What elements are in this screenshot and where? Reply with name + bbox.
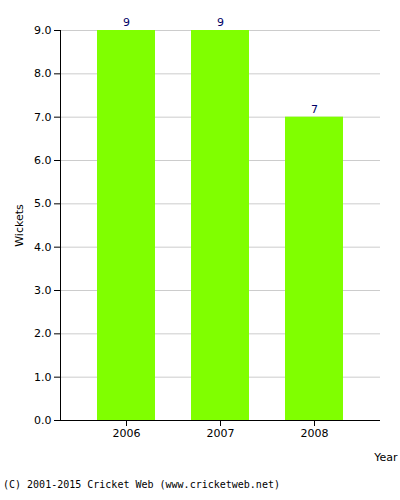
svg-text:4.0: 4.0 xyxy=(34,241,52,254)
svg-text:2008: 2008 xyxy=(301,427,329,440)
svg-text:6.0: 6.0 xyxy=(34,154,52,167)
svg-text:0.0: 0.0 xyxy=(34,414,52,427)
svg-text:7.0: 7.0 xyxy=(34,111,52,124)
svg-text:Wickets: Wickets xyxy=(13,204,26,247)
svg-text:Year: Year xyxy=(373,451,398,464)
svg-text:2.0: 2.0 xyxy=(34,327,52,340)
svg-text:3.0: 3.0 xyxy=(34,284,52,297)
svg-text:7: 7 xyxy=(311,103,318,116)
svg-text:2006: 2006 xyxy=(113,427,141,440)
svg-text:8.0: 8.0 xyxy=(34,67,52,80)
svg-text:9: 9 xyxy=(217,16,224,29)
svg-text:2007: 2007 xyxy=(207,427,235,440)
html-text:(C) 2001-2015 Cricket Web (www: (C) 2001-2015 Cricket Web (www.cricketwe… xyxy=(3,479,280,490)
svg-text:9.0: 9.0 xyxy=(34,24,52,37)
svg-text:5.0: 5.0 xyxy=(34,197,52,210)
svg-text:1.0: 1.0 xyxy=(34,371,52,384)
svg-text:9: 9 xyxy=(123,16,130,29)
